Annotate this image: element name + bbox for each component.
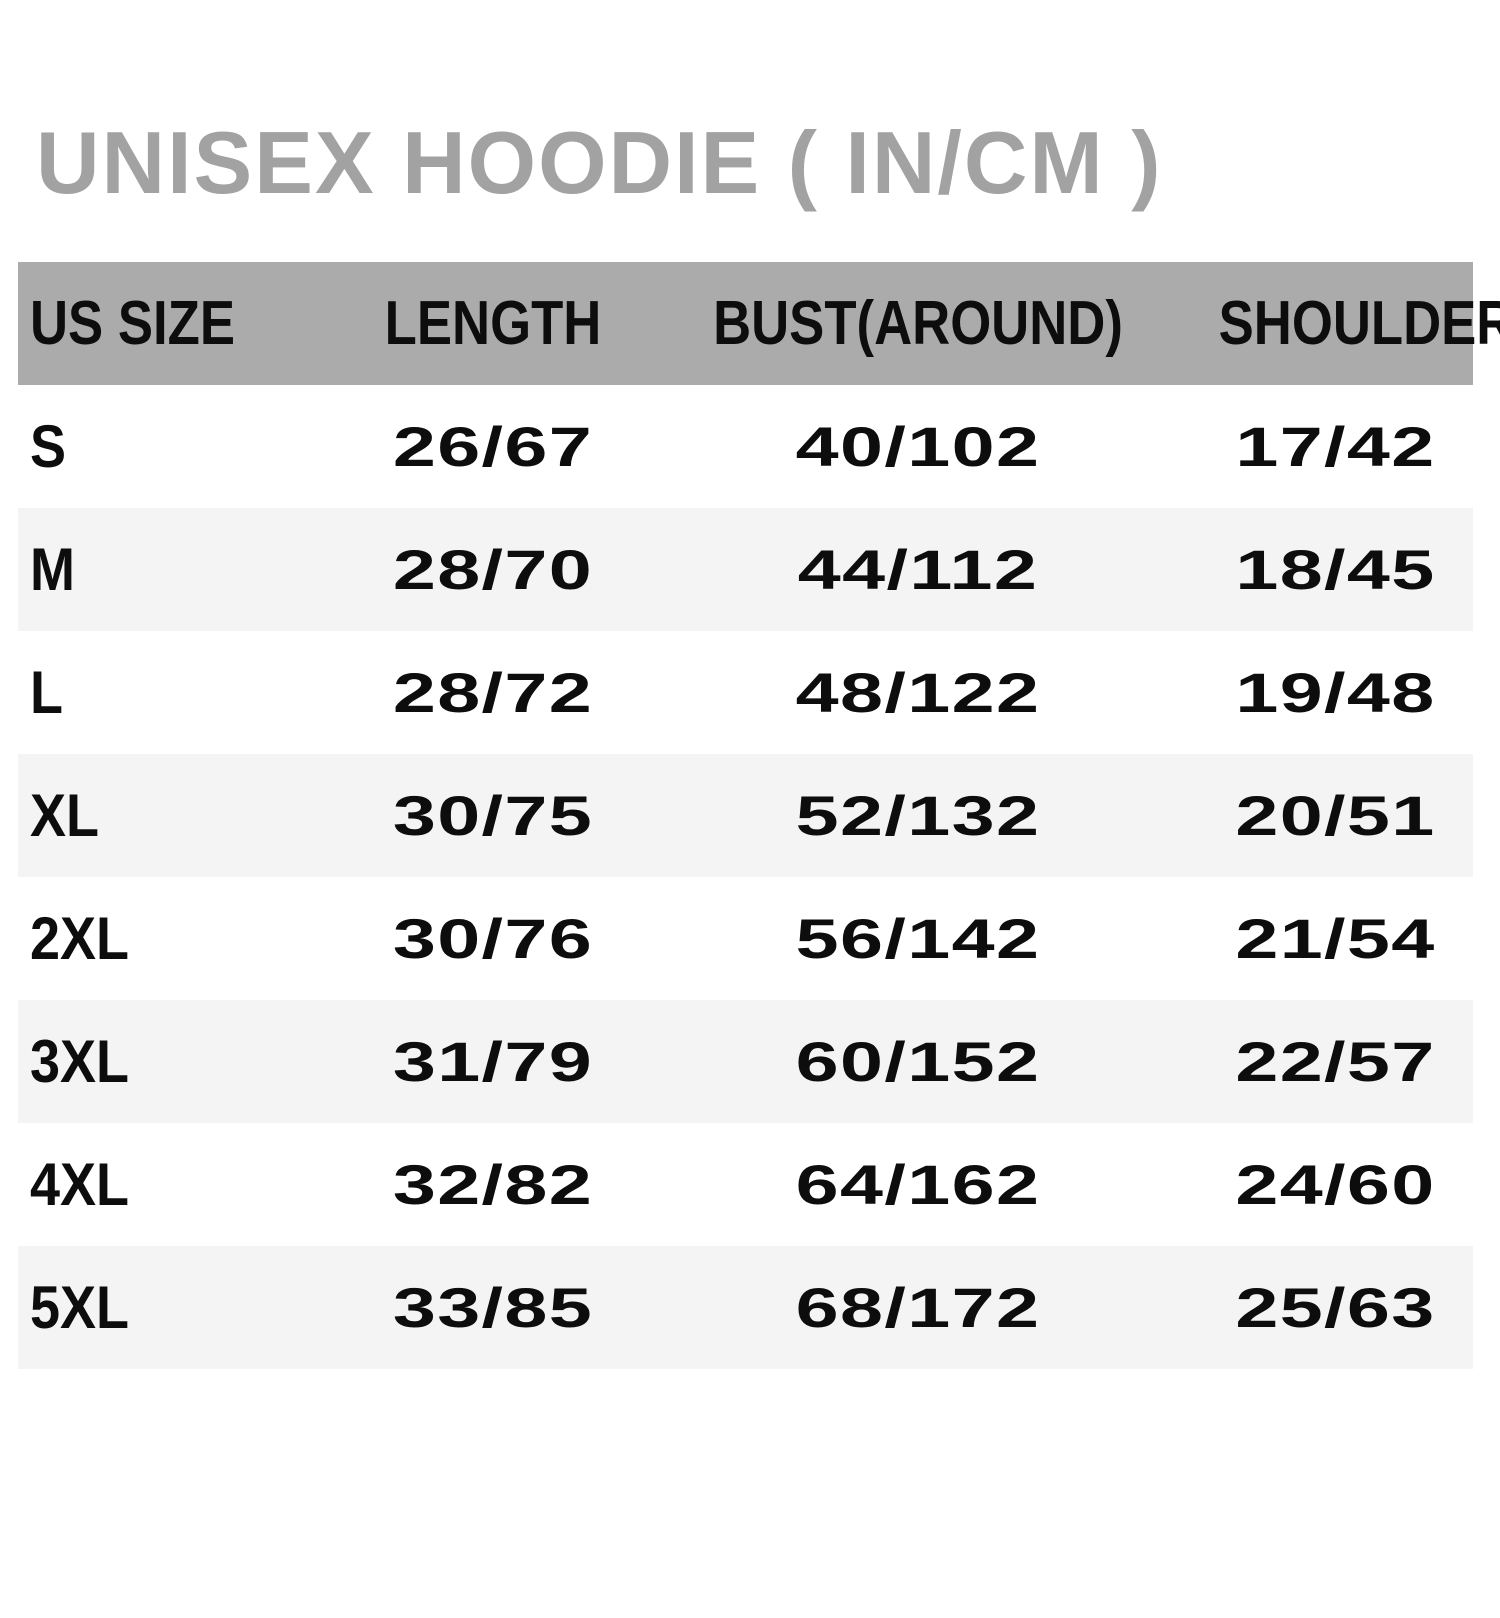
table-row: M 28/70 44/112 18/45	[18, 508, 1473, 631]
size-label: L	[30, 658, 63, 726]
column-header-length: LENGTH	[384, 288, 602, 358]
column-header-bust: BUST(AROUND)	[713, 288, 1123, 358]
size-label: 4XL	[30, 1150, 130, 1218]
length-value: 31/79	[392, 1029, 594, 1093]
size-label: XL	[30, 781, 100, 849]
bust-value: 40/102	[795, 414, 1041, 478]
bust-value: 48/122	[795, 660, 1041, 724]
size-label: S	[30, 412, 67, 480]
bust-value: 52/132	[795, 783, 1041, 847]
length-value: 30/75	[392, 783, 594, 847]
length-value: 28/70	[392, 537, 594, 601]
shoulder-value: 21/54	[1235, 906, 1436, 970]
shoulder-value: 25/63	[1235, 1275, 1436, 1339]
size-label: M	[30, 535, 75, 603]
bust-value: 44/112	[797, 537, 1039, 601]
table-header-row: US SIZE LENGTH BUST(AROUND) SHOULDER	[18, 262, 1500, 385]
bust-value: 64/162	[795, 1152, 1041, 1216]
size-label: 2XL	[30, 904, 130, 972]
size-chart-table: US SIZE LENGTH BUST(AROUND) SHOULDER S 2…	[18, 262, 1500, 1369]
table-row: 3XL 31/79 60/152 22/57	[18, 1000, 1473, 1123]
table-row: XL 30/75 52/132 20/51	[18, 754, 1473, 877]
shoulder-value: 22/57	[1235, 1029, 1436, 1093]
bust-value: 56/142	[795, 906, 1041, 970]
length-value: 33/85	[392, 1275, 594, 1339]
page-title: UNISEX HOODIE ( IN/CM )	[36, 113, 1163, 212]
length-value: 30/76	[392, 906, 594, 970]
shoulder-value: 20/51	[1235, 783, 1436, 847]
table-row: 5XL 33/85 68/172 25/63	[18, 1246, 1473, 1369]
column-header-shoulder: SHOULDER	[1218, 288, 1500, 358]
length-value: 32/82	[392, 1152, 594, 1216]
shoulder-value: 17/42	[1235, 414, 1436, 478]
length-value: 26/67	[392, 414, 594, 478]
table-row: S 26/67 40/102 17/42	[18, 385, 1473, 508]
bust-value: 68/172	[795, 1275, 1041, 1339]
column-header-us-size: US SIZE	[30, 288, 235, 358]
length-value: 28/72	[392, 660, 594, 724]
bust-value: 60/152	[795, 1029, 1041, 1093]
shoulder-value: 18/45	[1235, 537, 1436, 601]
size-chart-page: UNISEX HOODIE ( IN/CM ) US SIZE LENGTH B…	[0, 119, 1500, 1369]
table-row: 2XL 30/76 56/142 21/54	[18, 877, 1473, 1000]
shoulder-value: 24/60	[1235, 1152, 1436, 1216]
size-label: 5XL	[30, 1273, 130, 1341]
shoulder-value: 19/48	[1235, 660, 1436, 724]
size-label: 3XL	[30, 1027, 130, 1095]
table-row: L 28/72 48/122 19/48	[18, 631, 1473, 754]
table-row: 4XL 32/82 64/162 24/60	[18, 1123, 1473, 1246]
